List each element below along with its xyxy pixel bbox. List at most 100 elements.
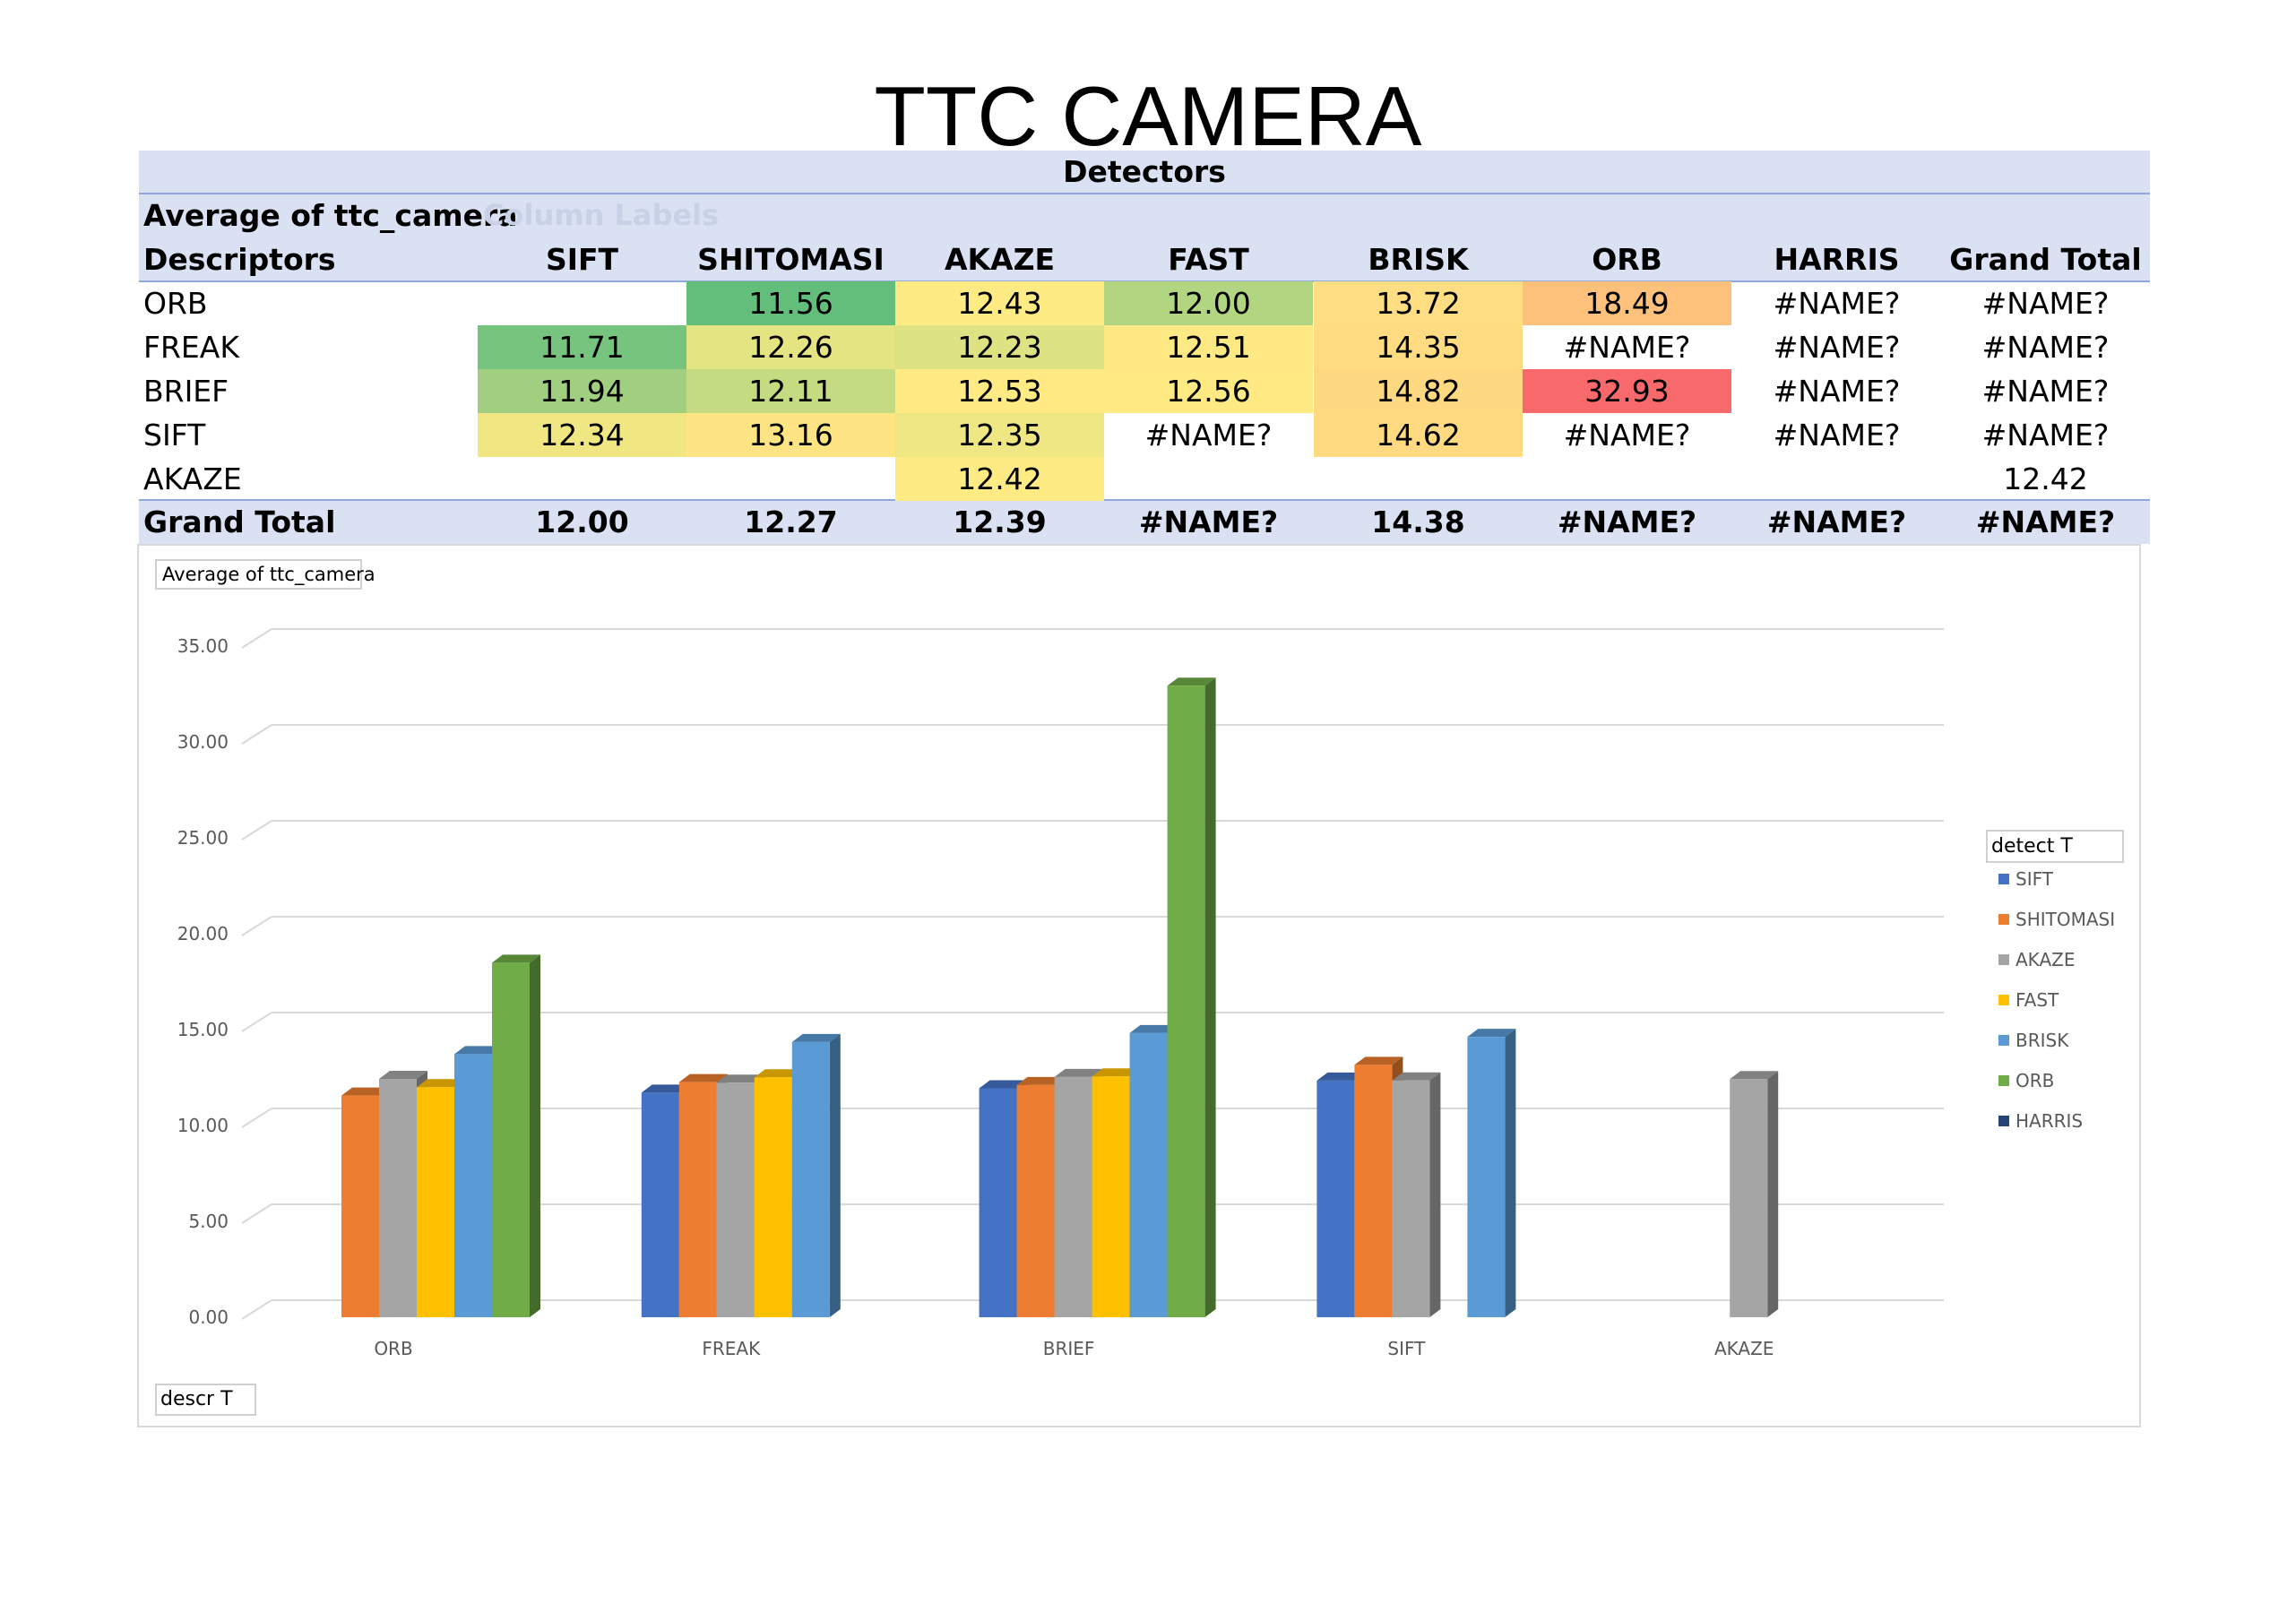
table-cell: 12.26 [686,325,895,369]
table-cell: 12.35 [895,413,1104,457]
legend-field-button[interactable]: detect T [1986,830,2124,863]
y-tick-label: 5.00 [188,1211,229,1232]
y-tick-label: 0.00 [188,1306,229,1328]
table-cell: 12.53 [895,369,1104,413]
grand-total-cell: 12.00 [535,504,629,539]
grand-total-cell: 14.38 [1371,504,1465,539]
table-cell: 11.71 [478,325,686,369]
table-cell: 11.94 [478,369,686,413]
bar [716,1082,755,1317]
bar [1316,1080,1355,1317]
labels-band [139,194,2150,282]
bar [379,1078,417,1317]
row-header-descriptors[interactable]: Descriptors [143,242,336,277]
table-cell: 13.16 [686,413,895,457]
column-header[interactable]: ORB [1592,242,1662,277]
column-header[interactable]: AKAZE [944,242,1056,277]
bar [1392,1080,1430,1317]
bar-top [1392,1072,1441,1081]
x-tick-label: AKAZE [1714,1338,1774,1359]
table-cell [478,457,686,501]
column-header[interactable]: SIFT [545,242,619,277]
column-header[interactable]: SHITOMASI [697,242,885,277]
pivot-chart[interactable]: Average of ttc_camera detect T descr T 0… [137,544,2141,1427]
table-cell: 14.35 [1314,325,1523,369]
table-cell: #NAME? [1981,286,2110,321]
table-cell: 12.51 [1104,325,1313,369]
bar [1129,1032,1168,1317]
bar-top [1092,1068,1141,1077]
value-field-label[interactable]: Average of ttc_camera [143,198,518,233]
table-cell [1732,457,1941,501]
bar-top [641,1084,690,1093]
table-cell [1104,457,1313,501]
bar [1054,1076,1092,1317]
legend-swatch [1998,1075,2009,1086]
bar-top [979,1080,1028,1089]
table-cell: #NAME? [1563,418,1691,453]
column-header[interactable]: FAST [1168,242,1249,277]
table-cell: #NAME? [1981,374,2110,409]
bar [1354,1065,1393,1317]
legend-swatch [1998,1116,2009,1126]
grand-total-label: Grand Total [143,504,336,539]
table-cell: 12.11 [686,369,895,413]
table-cell [686,457,895,501]
grand-total-cell: #NAME? [1975,504,2116,539]
row-label: FREAK [143,330,239,365]
y-tick-label: 35.00 [177,635,229,657]
column-labels-button[interactable]: Column Labels [483,198,720,232]
table-cell: #NAME? [1981,330,2110,365]
bar-top [791,1033,841,1042]
table-cell: 13.72 [1314,281,1523,325]
grand-total-cell: #NAME? [1138,504,1279,539]
row-label: AKAZE [143,461,242,496]
y-tick-label: 25.00 [177,827,229,849]
legend-entry: HARRIS [2015,1110,2083,1132]
bar [791,1041,830,1317]
gridline-depth [241,916,272,936]
bar-top [678,1073,728,1082]
legend-swatch [1998,874,2009,884]
bar-side [1767,1071,1779,1317]
legend-swatch [1998,914,2009,925]
column-header[interactable]: Grand Total [1949,242,2142,277]
gridline-depth [241,1012,272,1032]
bar-side [1429,1072,1441,1317]
bar [1467,1037,1506,1317]
table-cell: 12.00 [1104,281,1313,325]
table-cell: #NAME? [1773,330,1901,365]
x-tick-label: BRIEF [1043,1338,1095,1359]
bar-top [1129,1024,1178,1033]
page-title: TTC CAMERA [874,69,1422,163]
legend-swatch [1998,995,2009,1005]
legend-swatch [1998,1035,2009,1046]
column-header[interactable]: BRISK [1368,242,1469,277]
y-tick-label: 20.00 [177,923,229,944]
header-band [139,151,2150,194]
bar-side [1204,677,1216,1317]
table-cell: 12.42 [2003,461,2088,496]
table-cell: 12.34 [478,413,686,457]
table-cell: #NAME? [1144,418,1273,453]
legend-swatch [1998,954,2009,965]
bar [678,1082,717,1317]
bar-top [454,1046,503,1055]
row-label: SIFT [143,418,206,453]
value-field-button[interactable]: Average of ttc_camera [155,559,375,590]
column-header[interactable]: HARRIS [1774,242,1900,277]
table-cell: 14.62 [1314,413,1523,457]
grand-total-cell: 12.39 [953,504,1047,539]
bar [1016,1084,1055,1317]
bar-top [1054,1068,1103,1077]
y-tick-label: 10.00 [177,1115,229,1136]
bar [979,1088,1017,1317]
table-cell: 14.82 [1314,369,1523,413]
table-cell: #NAME? [1773,418,1901,453]
row-label: ORB [143,286,208,321]
axis-field-button[interactable]: descr T [155,1384,256,1416]
legend-entry: SHITOMASI [2015,909,2115,930]
bar-top [1167,677,1216,686]
detectors-header: Detectors [1063,154,1226,189]
x-tick-label: ORB [374,1338,412,1359]
